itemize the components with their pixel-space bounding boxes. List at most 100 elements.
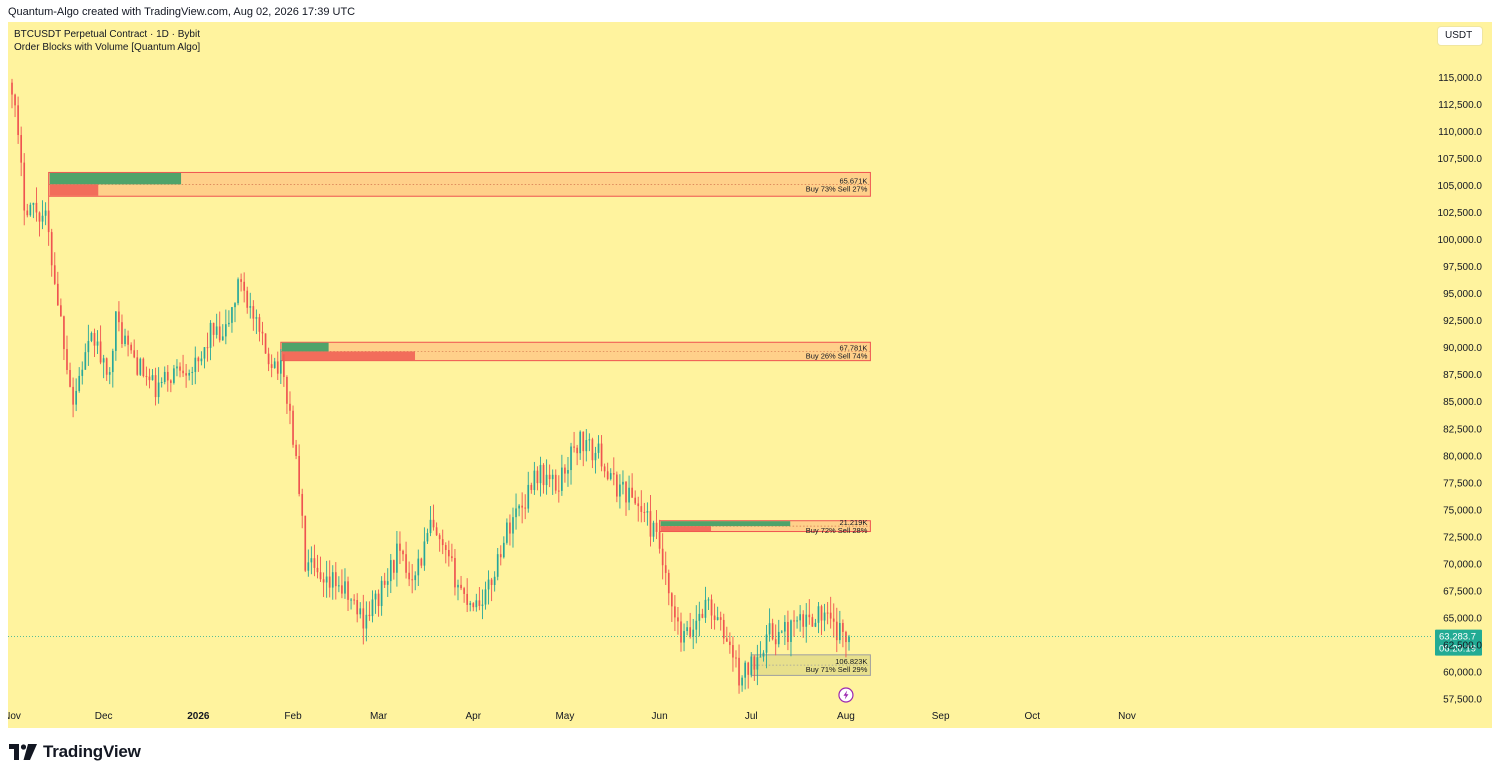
candle-body: [115, 311, 117, 351]
candle-body: [832, 618, 835, 622]
symbol-title[interactable]: BTCUSDT Perpetual Contract · 1D · Bybit: [14, 29, 200, 40]
candle-body: [762, 652, 765, 657]
candle-body: [377, 593, 380, 607]
candle-body: [267, 353, 270, 365]
candle-body: [564, 467, 566, 474]
time-tick-label: Oct: [1025, 711, 1041, 722]
order-block-volume-label: 67.781K: [839, 343, 867, 352]
candle-body: [108, 372, 111, 375]
candle-body: [570, 446, 572, 471]
tradingview-logo[interactable]: TradingView: [9, 741, 141, 763]
candle-body: [493, 576, 496, 586]
candle-body: [154, 375, 157, 398]
candle-body: [270, 364, 273, 368]
price-tick-label: 82,500.0: [1443, 424, 1482, 435]
candle-body: [661, 548, 664, 566]
candle-body: [790, 620, 792, 642]
candle-body: [374, 593, 377, 600]
candle-body: [60, 305, 62, 317]
candle-body: [756, 657, 759, 670]
candle-body: [652, 522, 655, 537]
candle-body: [603, 466, 606, 472]
candle-body: [478, 600, 481, 606]
candle-body: [151, 375, 154, 381]
candle-body: [96, 341, 99, 346]
sell-volume-bar: [49, 184, 99, 196]
candle-body: [469, 603, 472, 605]
candle-body: [66, 349, 68, 370]
candle-body: [753, 656, 756, 670]
price-tick-label: 105,000.0: [1438, 181, 1483, 192]
price-tick-label: 60,000.0: [1443, 668, 1482, 679]
candle-body: [310, 558, 313, 563]
candle-body: [451, 556, 453, 559]
bar-countdown-label: 06:20:19: [1439, 644, 1476, 655]
candle-body: [475, 600, 478, 608]
order-block-buy-sell-label: Buy 26% Sell 74%: [806, 351, 868, 360]
candle-body: [234, 303, 236, 308]
indicator-title[interactable]: Order Blocks with Volume [Quantum Algo]: [14, 42, 201, 53]
chart-caption: Quantum-Algo created with TradingView.co…: [8, 6, 356, 18]
price-axis: 115,000.0 112,500.0 110,000.0 107,500.0 105,…: [1438, 73, 1483, 706]
candle-body: [93, 333, 96, 346]
candle-body: [99, 341, 102, 363]
candle-body: [725, 638, 728, 642]
candle-body: [814, 622, 817, 627]
candle-body: [353, 599, 355, 601]
price-tick-label: 57,500.0: [1443, 695, 1482, 706]
candle-body: [842, 623, 844, 632]
candle-body: [81, 369, 84, 376]
candle-body: [182, 370, 184, 374]
time-tick-label: Nov: [1118, 711, 1136, 722]
candle-body: [802, 614, 805, 627]
candle-body: [704, 599, 707, 618]
candle-body: [209, 322, 212, 348]
candle-body: [35, 202, 38, 213]
candle-body: [389, 560, 392, 582]
candle-body: [102, 358, 105, 363]
candle-body: [145, 376, 148, 378]
candle-body: [829, 612, 832, 619]
candle-body: [316, 567, 319, 573]
currency-button[interactable]: USDT: [1438, 27, 1482, 45]
candle-body: [707, 599, 710, 601]
candle-body: [796, 620, 798, 622]
candle-body: [14, 94, 16, 106]
candle-body: [365, 614, 368, 629]
candle-body: [533, 470, 536, 491]
candle-body: [787, 621, 789, 642]
candle-body: [17, 105, 19, 136]
candle-body: [124, 335, 126, 345]
candle-body: [402, 550, 404, 555]
time-tick-label: Mar: [370, 711, 388, 722]
sell-volume-bar: [660, 526, 712, 532]
candle-body: [127, 335, 129, 345]
candle-body: [359, 608, 362, 615]
candle-body: [527, 484, 530, 509]
candle-body: [698, 613, 701, 621]
candle-body: [622, 481, 624, 485]
candle-body: [307, 562, 310, 571]
price-tick-label: 65,000.0: [1443, 614, 1482, 625]
candle-body: [774, 639, 777, 645]
candle-body: [677, 617, 679, 622]
price-tick-label: 95,000.0: [1443, 289, 1482, 300]
candle-body: [368, 614, 371, 617]
buy-volume-bar: [660, 521, 791, 527]
price-tick-label: 75,000.0: [1443, 505, 1482, 516]
candle-body: [405, 554, 407, 573]
chart-area[interactable]: 65.671K Buy 73% Sell 27% 67.781K Buy 26% Se…: [8, 22, 1492, 728]
candle-body: [331, 572, 334, 588]
candle-body: [515, 508, 517, 518]
candle-body: [670, 593, 673, 607]
price-tick-label: 115,000.0: [1438, 73, 1482, 84]
candle-body: [454, 558, 456, 588]
candle-body: [163, 371, 166, 382]
price-tick-label: 97,500.0: [1443, 262, 1482, 273]
candle-body: [56, 283, 59, 306]
candle-body: [594, 452, 597, 461]
candle-body: [701, 613, 704, 618]
candle-body: [579, 431, 582, 454]
candle-body: [784, 621, 786, 632]
